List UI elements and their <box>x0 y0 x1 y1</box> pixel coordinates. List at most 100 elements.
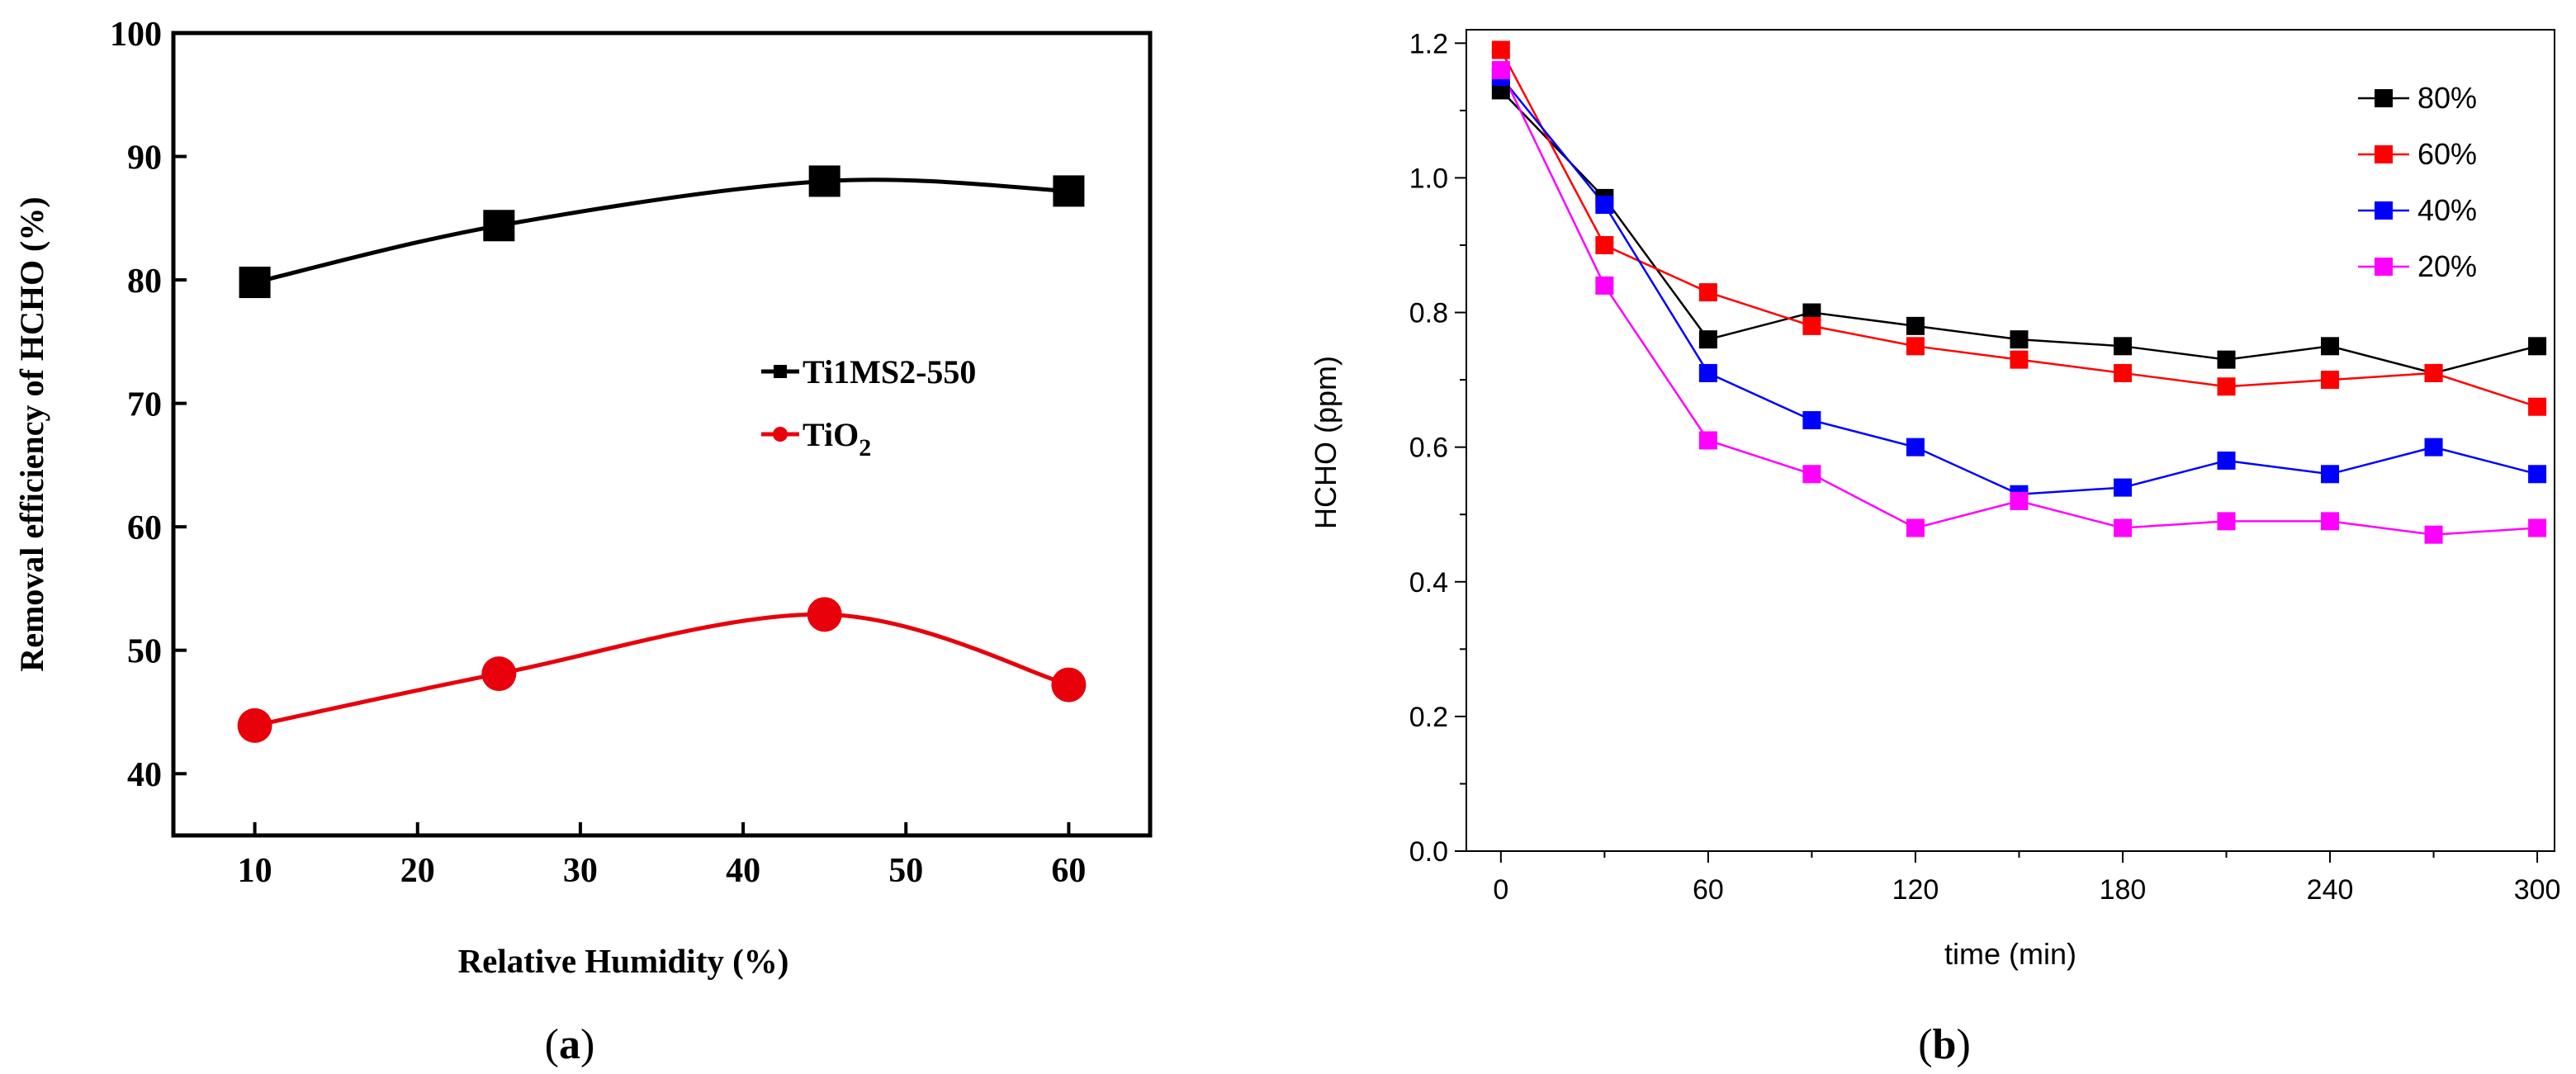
chart-b-x-axis-label: time (min) <box>1944 937 2076 971</box>
data-point-ti1ms2-550 <box>483 210 515 242</box>
data-point-80 <box>2321 337 2340 356</box>
data-point-60 <box>2217 377 2236 396</box>
legend-item-tio2: TiO2 <box>761 416 871 461</box>
legend-label-ti1ms2-550: Ti1MS2-550 <box>803 353 976 390</box>
x-tick-label: 60 <box>1051 852 1086 890</box>
data-point-tio2 <box>1051 667 1087 703</box>
chart-b-tick-labels: 0 60 120 180 240 300 0.0 0.2 0.4 0.6 0.8 1.0 1.2 <box>1409 28 2561 906</box>
data-point-80 <box>2113 337 2132 356</box>
series-curve-tio2 <box>254 612 1070 728</box>
data-point-40 <box>2321 465 2340 484</box>
y-tick-label: 0.2 <box>1409 702 1448 733</box>
y-tick-label: 40 <box>127 756 162 794</box>
data-point-60 <box>2528 397 2547 416</box>
chart-b-legend: 80% 60% 40% 20% <box>2358 81 2477 283</box>
x-tick-label: 50 <box>888 852 923 890</box>
data-point-20 <box>2528 518 2547 537</box>
data-point-tio2 <box>807 597 842 632</box>
y-tick-label: 1.0 <box>1409 163 1448 194</box>
legend-label-tio2: TiO2 <box>803 416 871 461</box>
y-tick-label: 100 <box>110 16 162 54</box>
chart-b-panel-label: (b) <box>1918 1021 1971 1068</box>
chart-a-panel-label: (a) <box>545 1021 595 1068</box>
chart-b-y-axis-label: HCHO (ppm) <box>1309 356 1342 529</box>
data-point-80 <box>1906 316 1925 335</box>
data-point-60 <box>2424 363 2443 382</box>
data-point-60 <box>2010 350 2029 369</box>
data-point-40 <box>2424 438 2443 457</box>
legend-label-60: 60% <box>2417 137 2477 171</box>
data-point-80 <box>2010 330 2029 349</box>
y-tick-label: 70 <box>127 386 162 424</box>
chart-a-x-axis-label: Relative Humidity (%) <box>458 942 789 980</box>
chart-b-plot-frame <box>1466 29 2555 852</box>
chart-a-curves <box>254 177 1070 728</box>
legend-item-40: 40% <box>2358 193 2477 227</box>
data-point-60 <box>1595 235 1614 254</box>
y-tick-label: 90 <box>127 140 162 177</box>
y-tick-label: 50 <box>127 633 162 671</box>
legend-item-60: 60% <box>2358 137 2477 171</box>
data-point-60 <box>2321 371 2340 390</box>
data-point-ti1ms2-550 <box>808 165 841 197</box>
chart-a-legend: Ti1MS2-550 TiO2 <box>761 353 976 461</box>
y-tick-label: 0.4 <box>1409 567 1448 599</box>
chart-a-ticks <box>173 31 1071 835</box>
chart-a-tick-labels: 10 20 30 40 50 60 40 50 60 70 80 90 100 <box>110 16 1086 890</box>
chart-a-markers <box>237 165 1087 743</box>
data-point-60 <box>1802 316 1821 335</box>
data-point-20 <box>1595 276 1614 295</box>
chart-a-plot-frame <box>171 31 1153 838</box>
legend-item-ti1ms2-550: Ti1MS2-550 <box>761 353 976 390</box>
data-point-40 <box>1698 363 1717 382</box>
legend-marker-60 <box>2375 145 2393 163</box>
data-point-ti1ms2-550 <box>239 267 271 299</box>
x-tick-label: 300 <box>2514 874 2561 906</box>
data-point-80 <box>1698 330 1717 349</box>
data-point-80 <box>2217 350 2236 369</box>
x-tick-label: 60 <box>1693 874 1724 906</box>
data-point-40 <box>2113 478 2132 497</box>
data-point-tio2 <box>481 656 517 692</box>
x-tick-label: 20 <box>400 852 435 890</box>
x-tick-label: 30 <box>563 852 598 890</box>
data-point-40 <box>1906 438 1925 457</box>
data-point-tio2 <box>237 707 272 743</box>
data-point-40 <box>2217 451 2236 470</box>
data-point-20 <box>1906 518 1925 537</box>
legend-marker-80 <box>2375 89 2393 107</box>
x-tick-label: 180 <box>2100 874 2147 906</box>
x-tick-label: 10 <box>238 852 272 890</box>
data-point-20 <box>1802 465 1821 484</box>
y-tick-label: 0.0 <box>1409 836 1448 868</box>
x-tick-label: 120 <box>1892 874 1939 906</box>
data-point-40 <box>1595 196 1614 215</box>
data-point-80 <box>2528 337 2547 356</box>
x-tick-label: 0 <box>1493 874 1508 906</box>
y-tick-label: 60 <box>127 509 162 547</box>
data-point-20 <box>1698 431 1717 450</box>
y-tick-label: 0.8 <box>1409 298 1448 329</box>
chart-a: 10 20 30 40 50 60 40 50 60 70 80 90 100 Removal effi… <box>13 16 1153 1068</box>
data-point-60 <box>1906 337 1925 356</box>
data-point-20 <box>2217 512 2236 531</box>
legend-label-40: 40% <box>2417 193 2477 227</box>
chart-b-ticks <box>1455 42 2539 863</box>
legend-marker-40 <box>2375 201 2393 220</box>
y-tick-label: 1.2 <box>1409 28 1448 59</box>
data-point-40 <box>2528 465 2547 484</box>
y-tick-label: 0.6 <box>1409 433 1448 464</box>
chart-b: 0 60 120 180 240 300 0.0 0.2 0.4 0.6 0.8 1.0 1.2 HCH… <box>1309 28 2560 1068</box>
legend-marker-tio2 <box>773 427 788 442</box>
x-tick-label: 240 <box>2307 874 2354 906</box>
chart-a-y-axis-label: Removal efficiency of HCHO (%) <box>13 196 50 671</box>
data-point-20 <box>1491 60 1510 79</box>
legend-label-80: 80% <box>2417 81 2477 115</box>
data-point-40 <box>1802 411 1821 430</box>
data-point-60 <box>1698 283 1717 302</box>
legend-marker-ti1ms2-550 <box>774 365 787 378</box>
data-point-20 <box>2424 525 2443 544</box>
data-point-20 <box>2321 512 2340 531</box>
series-curve-ti1ms2-550 <box>254 177 1069 285</box>
